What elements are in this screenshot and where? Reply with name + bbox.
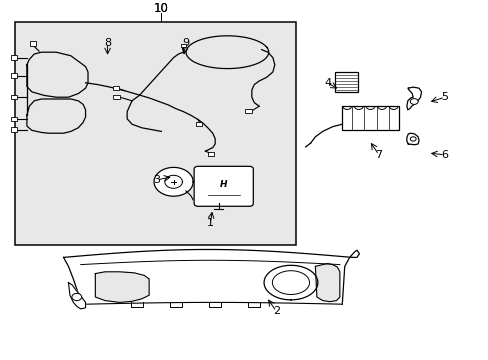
- Bar: [11, 127, 17, 132]
- Polygon shape: [406, 87, 421, 110]
- Bar: [30, 41, 36, 45]
- Circle shape: [409, 99, 417, 104]
- Bar: [11, 117, 17, 121]
- Text: 2: 2: [272, 306, 279, 316]
- Text: 9: 9: [182, 38, 189, 48]
- Text: 10: 10: [154, 3, 168, 15]
- Circle shape: [409, 137, 415, 141]
- Text: 3: 3: [153, 175, 160, 185]
- Bar: [208, 152, 214, 156]
- Polygon shape: [63, 249, 359, 304]
- Bar: [113, 95, 120, 99]
- Bar: [334, 72, 358, 92]
- Polygon shape: [264, 265, 317, 300]
- Bar: [196, 122, 202, 126]
- Text: 1: 1: [206, 218, 213, 228]
- FancyBboxPatch shape: [194, 166, 253, 206]
- Bar: [11, 73, 17, 78]
- Text: 5: 5: [441, 92, 447, 102]
- Polygon shape: [95, 272, 149, 302]
- Circle shape: [72, 293, 81, 301]
- Polygon shape: [315, 264, 339, 302]
- Bar: [11, 55, 17, 60]
- Bar: [244, 109, 251, 113]
- Polygon shape: [68, 283, 85, 309]
- Bar: [342, 106, 398, 130]
- Text: 4: 4: [324, 78, 330, 88]
- Polygon shape: [406, 133, 418, 145]
- Text: 10: 10: [154, 3, 168, 15]
- Text: 7: 7: [375, 150, 382, 160]
- Bar: [181, 44, 185, 47]
- Text: H: H: [220, 180, 227, 189]
- Bar: [113, 86, 119, 90]
- Polygon shape: [154, 167, 193, 196]
- Text: 8: 8: [104, 38, 111, 48]
- Bar: [11, 95, 17, 99]
- Bar: [15, 22, 295, 245]
- Text: 6: 6: [441, 150, 447, 160]
